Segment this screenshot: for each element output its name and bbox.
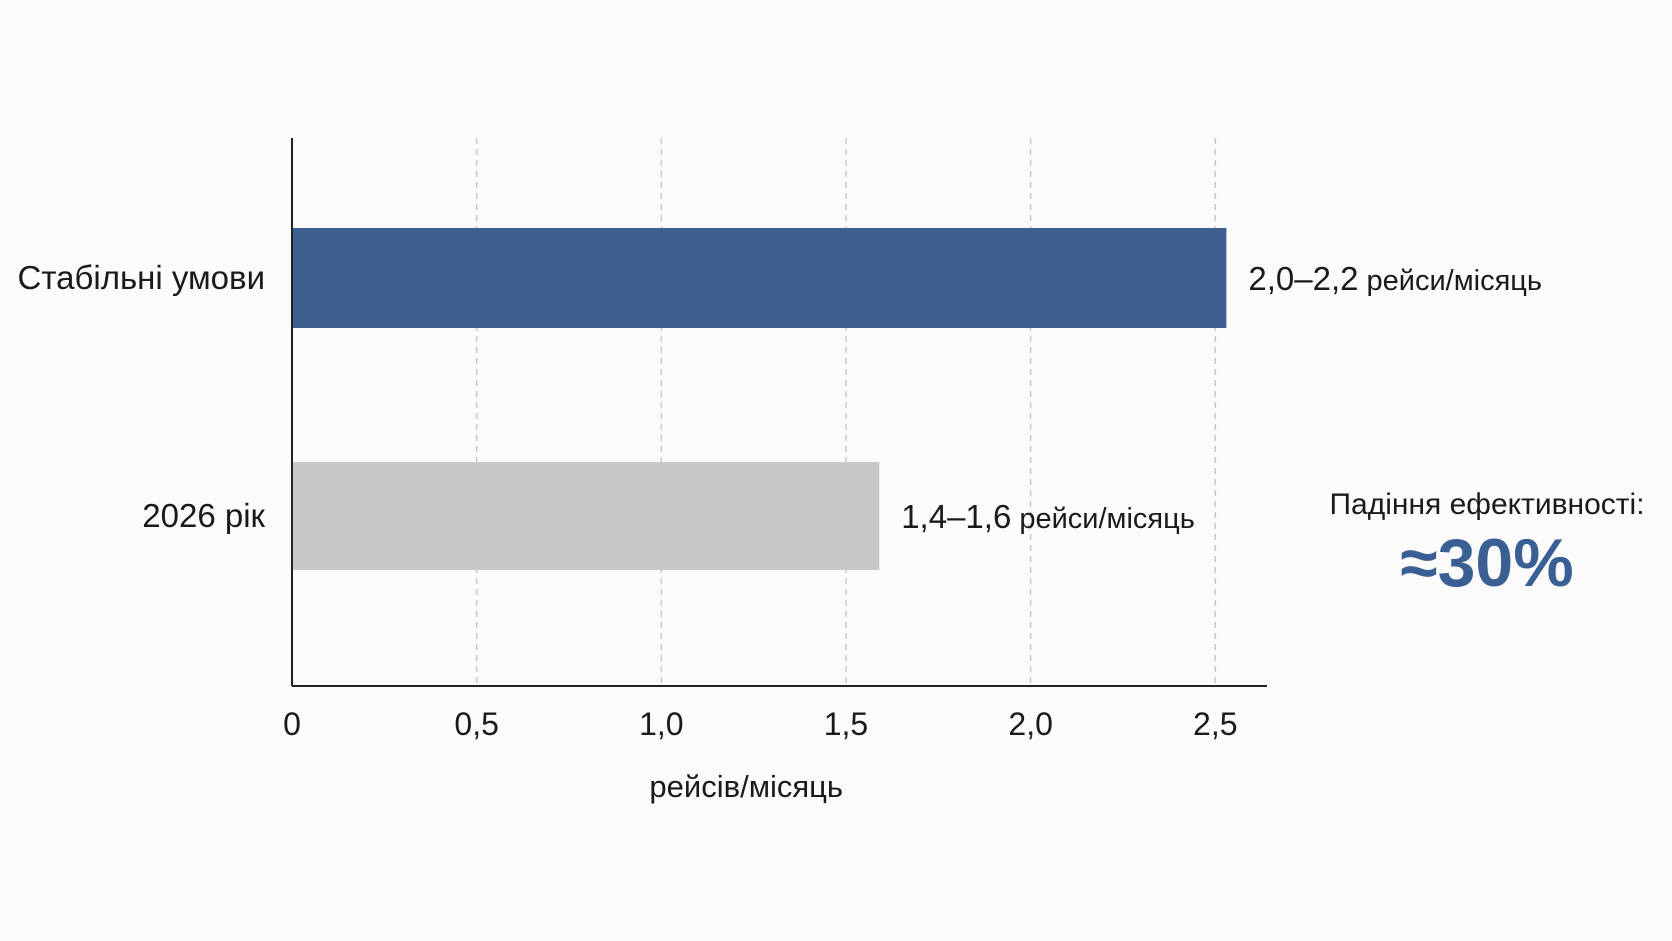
x-tick-label: 1,0 <box>639 706 683 742</box>
category-label: Стабільні умови <box>18 259 265 296</box>
axes <box>291 138 1267 687</box>
gridlines <box>475 138 1217 686</box>
category-label: 2026 рік <box>142 497 265 534</box>
efficiency-drop-callout: Падіння ефективності: ≈30% <box>1292 488 1672 602</box>
callout-value: ≈30% <box>1400 525 1574 601</box>
bar-value-label: 2,0–2,2 рейси/місяць <box>1248 260 1542 297</box>
x-tick-label: 0,5 <box>454 706 498 742</box>
bar-value-number: 1,4–1,6 <box>901 498 1011 535</box>
x-tick-label: 2,5 <box>1193 706 1237 742</box>
callout-label: Падіння ефективності: <box>1329 488 1645 521</box>
bar <box>293 228 1227 328</box>
x-tick-label: 1,5 <box>824 706 868 742</box>
bar-value-unit: рейси/місяць <box>1019 503 1195 535</box>
x-tick-label: 0 <box>283 706 301 742</box>
bar-value-unit: рейси/місяць <box>1366 265 1542 297</box>
bar <box>293 462 880 570</box>
bars <box>293 228 1227 570</box>
bar-value-label: 1,4–1,6 рейси/місяць <box>901 498 1195 535</box>
x-tick-label: 2,0 <box>1008 706 1052 742</box>
bar-value-number: 2,0–2,2 <box>1248 260 1358 297</box>
x-axis-title: рейсів/місяць <box>649 769 843 804</box>
